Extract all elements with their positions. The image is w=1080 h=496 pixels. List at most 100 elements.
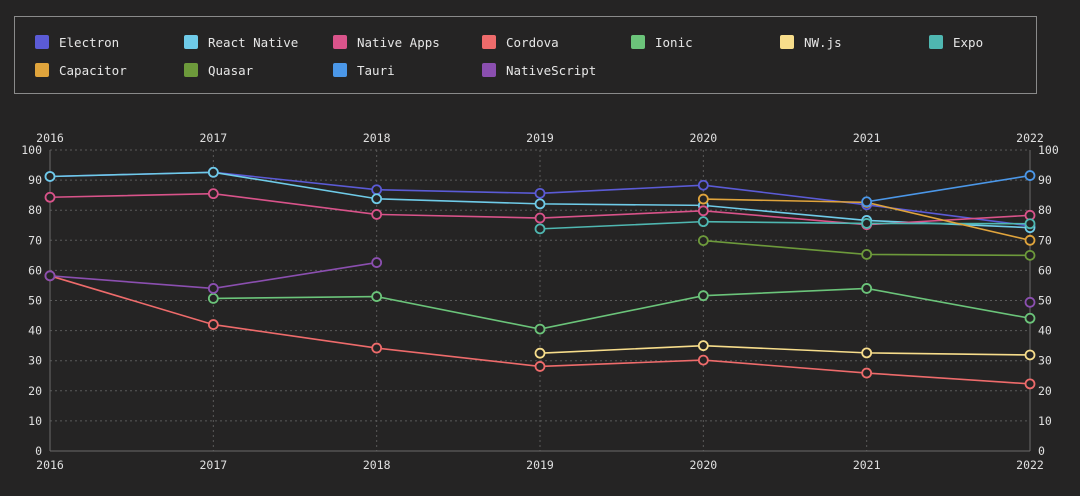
x-tick-label-top: 2019	[526, 131, 554, 145]
data-point[interactable]	[534, 212, 546, 224]
legend-item[interactable]: Cordova	[482, 34, 559, 50]
legend-item[interactable]: Expo	[929, 34, 983, 50]
data-point[interactable]	[44, 171, 56, 182]
data-point[interactable]	[697, 235, 709, 247]
legend-label: Cordova	[506, 34, 559, 50]
series-nw-js	[539, 344, 1031, 356]
data-point[interactable]	[697, 205, 709, 217]
data-point[interactable]	[534, 187, 546, 199]
x-tick-label-top: 2017	[199, 131, 227, 145]
legend-swatch	[333, 63, 347, 77]
y-tick-label-right: 30	[1038, 354, 1052, 368]
legend-item[interactable]: Quasar	[184, 62, 253, 78]
data-point[interactable]	[207, 292, 219, 304]
y-tick-label-right: 90	[1038, 173, 1052, 187]
data-point[interactable]	[1024, 218, 1036, 230]
data-point[interactable]	[1024, 378, 1036, 390]
data-point[interactable]	[1024, 249, 1036, 261]
legend-label: Electron	[59, 34, 120, 50]
data-point[interactable]	[861, 283, 873, 294]
data-point[interactable]	[1024, 312, 1036, 324]
data-point[interactable]	[1024, 234, 1036, 246]
y-tick-label-right: 20	[1038, 384, 1052, 398]
series-layer	[44, 166, 1036, 390]
legend-swatch	[631, 35, 645, 49]
data-point[interactable]	[207, 319, 219, 330]
legend-item[interactable]: Tauri	[333, 62, 395, 78]
series-line	[539, 220, 1031, 230]
data-point[interactable]	[207, 188, 219, 200]
legend-label: Expo	[953, 34, 984, 50]
legend-label: Capacitor	[59, 62, 127, 78]
data-point[interactable]	[697, 179, 709, 191]
y-tick-label-right: 10	[1038, 414, 1052, 428]
data-point[interactable]	[534, 223, 546, 235]
y-tick-label-right: 80	[1038, 203, 1052, 217]
y-tick-label-right: 40	[1038, 324, 1052, 338]
y-tick-label-right: 0	[1038, 444, 1045, 458]
data-point[interactable]	[1024, 349, 1036, 361]
data-point[interactable]	[1024, 170, 1036, 181]
legend-swatch	[482, 35, 496, 49]
x-tick-label-top: 2018	[363, 131, 391, 145]
data-point[interactable]	[861, 367, 873, 379]
y-tick-label-right: 60	[1038, 263, 1052, 277]
y-tick-label-left: 100	[21, 143, 42, 157]
legend-item[interactable]: NativeScript	[482, 62, 596, 78]
x-tick-label-bottom: 2019	[526, 458, 554, 472]
y-tick-label-left: 0	[35, 444, 42, 458]
x-tick-label-bottom: 2022	[1016, 458, 1044, 472]
data-point[interactable]	[1024, 296, 1036, 308]
legend-swatch	[333, 35, 347, 49]
data-point[interactable]	[371, 209, 383, 220]
legend-item[interactable]: React Native	[184, 34, 298, 50]
data-point[interactable]	[697, 354, 709, 366]
data-point[interactable]	[861, 218, 873, 229]
x-tick-label-bottom: 2021	[853, 458, 881, 472]
y-tick-label-right: 70	[1038, 233, 1052, 247]
legend-swatch	[184, 63, 198, 77]
y-tick-label-left: 20	[28, 384, 42, 398]
series-tauri	[866, 174, 1031, 203]
data-point[interactable]	[207, 166, 219, 178]
data-point[interactable]	[697, 290, 709, 302]
legend-swatch	[780, 35, 794, 49]
data-point[interactable]	[534, 198, 546, 210]
legend-item[interactable]: Ionic	[631, 34, 693, 50]
data-point[interactable]	[534, 361, 546, 372]
legend-swatch	[184, 35, 198, 49]
y-tick-label-left: 50	[28, 294, 42, 308]
data-point[interactable]	[207, 283, 219, 294]
legend-label: Quasar	[208, 62, 254, 78]
data-point[interactable]	[861, 347, 873, 359]
data-point[interactable]	[534, 323, 546, 335]
data-point[interactable]	[861, 249, 873, 260]
legend-item[interactable]: Electron	[35, 34, 119, 50]
points-nw-js	[534, 340, 1036, 361]
legend-item[interactable]: Native Apps	[333, 34, 440, 50]
data-point[interactable]	[371, 291, 383, 302]
data-point[interactable]	[534, 347, 546, 359]
data-point[interactable]	[371, 193, 383, 205]
y-tick-label-right: 100	[1038, 143, 1059, 157]
series-line	[866, 174, 1031, 203]
data-point[interactable]	[697, 340, 709, 352]
series-expo	[539, 220, 1031, 230]
data-point[interactable]	[44, 270, 56, 282]
points-nativescript	[44, 257, 1036, 308]
data-point[interactable]	[44, 191, 56, 203]
data-point[interactable]	[371, 184, 383, 196]
x-tick-label-bottom: 2017	[199, 458, 227, 472]
series-ionic	[213, 287, 1031, 330]
data-point[interactable]	[861, 196, 873, 208]
x-tick-label-bottom: 2020	[689, 458, 717, 472]
data-point[interactable]	[371, 342, 383, 354]
data-point[interactable]	[697, 193, 709, 205]
legend: Electron React Native Native Apps Cordova Io…	[14, 16, 1037, 94]
points-expo	[534, 216, 1036, 235]
legend-swatch	[929, 35, 943, 49]
legend-item[interactable]: Capacitor	[35, 62, 127, 78]
legend-item[interactable]: NW.js	[780, 34, 842, 50]
data-point[interactable]	[697, 216, 709, 228]
data-point[interactable]	[371, 257, 383, 268]
